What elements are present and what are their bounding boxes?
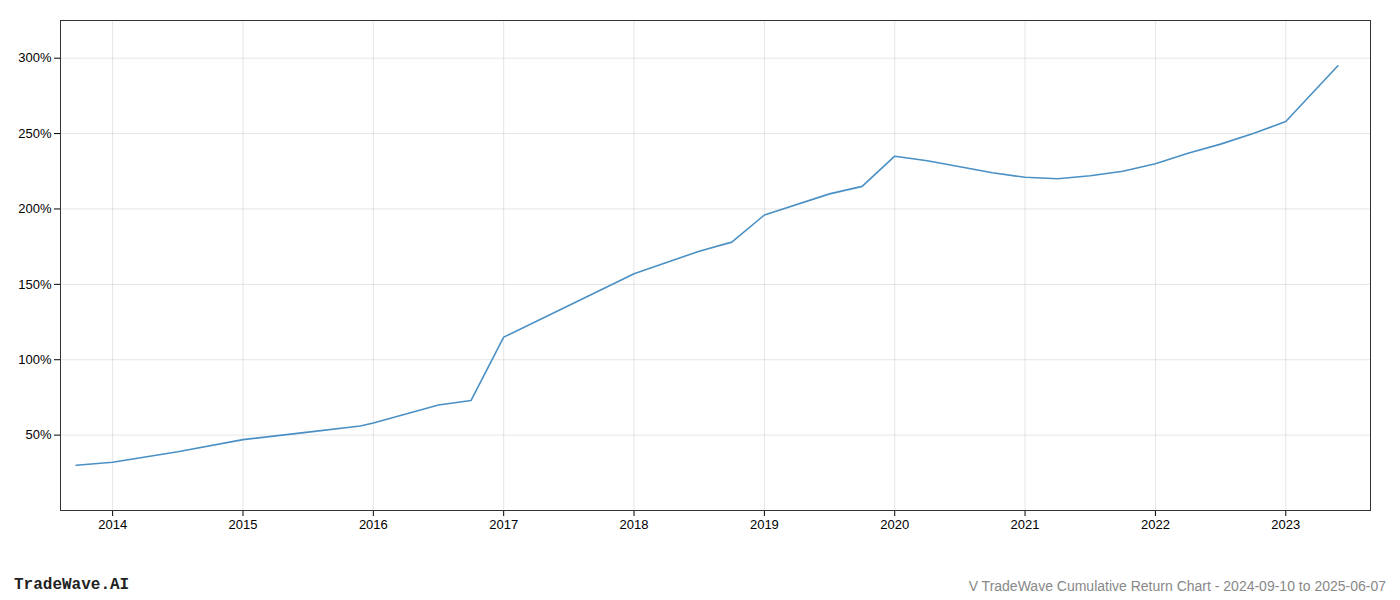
svg-text:2023: 2023: [1271, 517, 1300, 532]
svg-text:2015: 2015: [229, 517, 258, 532]
svg-text:2019: 2019: [750, 517, 779, 532]
svg-text:150%: 150%: [18, 277, 52, 292]
html-text:TradeWave.AI: TradeWave.AI: [14, 576, 130, 594]
svg-text:50%: 50%: [25, 427, 51, 442]
svg-text:2017: 2017: [489, 517, 518, 532]
svg-text:2022: 2022: [1141, 517, 1170, 532]
svg-text:250%: 250%: [18, 126, 52, 141]
svg-text:2021: 2021: [1011, 517, 1040, 532]
html-text:V TradeWave Cumulative Return: V TradeWave Cumulative Return Chart - 20…: [968, 578, 1386, 594]
svg-text:100%: 100%: [18, 352, 52, 367]
svg-text:2016: 2016: [359, 517, 388, 532]
svg-text:200%: 200%: [18, 201, 52, 216]
svg-text:2020: 2020: [880, 517, 909, 532]
svg-text:2014: 2014: [98, 517, 127, 532]
svg-text:2018: 2018: [620, 517, 649, 532]
svg-text:300%: 300%: [18, 50, 52, 65]
